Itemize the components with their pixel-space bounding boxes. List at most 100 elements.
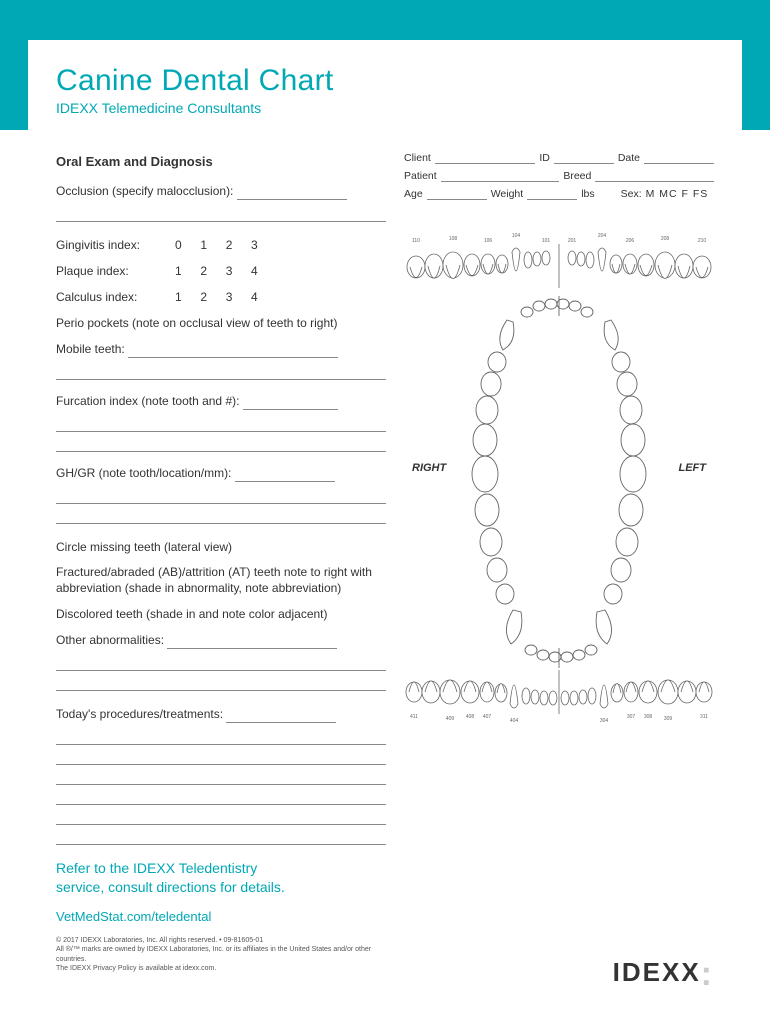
gingivitis-1[interactable]: 1 [193,236,215,254]
plaque-label: Plaque index: [56,262,164,280]
refer-block: Refer to the IDEXX Teledentistry service… [56,859,386,897]
refer-line1: Refer to the IDEXX Teledentistry [56,859,386,878]
svg-text:407: 407 [483,714,492,720]
svg-text:409: 409 [446,716,455,722]
plaque-4[interactable]: 4 [243,262,265,280]
calculus-row[interactable]: Calculus index: 1 2 3 4 [56,288,386,306]
exam-column: Oral Exam and Diagnosis Occlusion (speci… [56,152,386,973]
lbs-label: lbs [581,188,594,200]
page-title: Canine Dental Chart [56,64,714,98]
svg-text:411: 411 [410,714,418,720]
plaque-3[interactable]: 3 [218,262,240,280]
exam-heading: Oral Exam and Diagnosis [56,152,386,172]
copyright-block: © 2017 IDEXX Laboratories, Inc. All righ… [56,936,386,972]
proc-line2[interactable] [56,731,386,745]
patient-label: Patient [404,170,437,182]
calculus-label: Calculus index: [56,288,164,306]
age-label: Age [404,188,423,200]
right-label: RIGHT [412,462,446,474]
procedures-field[interactable]: Today's procedures/treatments: [56,705,386,723]
svg-text:106: 106 [484,238,493,244]
id-label: ID [539,152,550,164]
age-line[interactable]: Age Weight lbs Sex: M MC F FS [404,188,714,200]
svg-text:404: 404 [510,718,519,724]
procedures-label: Today's procedures/treatments: [56,707,223,721]
occlusal-arch [439,292,679,672]
ghgr-line2[interactable] [56,490,386,504]
calculus-1[interactable]: 1 [167,288,189,306]
svg-text:204: 204 [598,233,607,239]
calculus-4[interactable]: 4 [243,288,265,306]
other-label: Other abnormalities: [56,633,164,647]
other-field[interactable]: Other abnormalities: [56,631,386,649]
left-label: LEFT [679,462,707,474]
svg-text:408: 408 [466,714,475,720]
gingivitis-3[interactable]: 3 [243,236,265,254]
svg-text:108: 108 [449,236,458,242]
svg-text:311: 311 [700,714,708,720]
gingivitis-row[interactable]: Gingivitis index: 0 1 2 3 [56,236,386,254]
furcation-label: Furcation index (note tooth and #): [56,394,239,408]
calculus-2[interactable]: 2 [193,288,215,306]
gingivitis-label: Gingivitis index: [56,236,164,254]
plaque-1[interactable]: 1 [167,262,189,280]
proc-line4[interactable] [56,771,386,785]
calculus-3[interactable]: 3 [218,288,240,306]
proc-line5[interactable] [56,791,386,805]
fractured-text: Fractured/abraded (AB)/attrition (AT) te… [56,564,386,598]
ghgr-field[interactable]: GH/GR (note tooth/location/mm): [56,464,386,482]
svg-text:104: 104 [512,233,521,239]
proc-line7[interactable] [56,831,386,845]
svg-text:101: 101 [542,238,551,244]
sex-label: Sex: [621,188,642,200]
svg-text:307: 307 [627,714,636,720]
furcation-line2[interactable] [56,418,386,432]
patient-column: Client ID Date Patient Breed Age Weight … [404,152,714,973]
plaque-2[interactable]: 2 [193,262,215,280]
sex-options[interactable]: M MC F FS [646,188,709,200]
mobile-line2[interactable] [56,366,386,380]
occlusion-field[interactable]: Occlusion (specify malocclusion): [56,182,386,200]
date-label: Date [618,152,640,164]
svg-text:308: 308 [644,714,653,720]
copyright-2: All ®/™ marks are owned by IDEXX Laborat… [56,945,386,963]
svg-text:208: 208 [661,236,670,242]
ghgr-label: GH/GR (note tooth/location/mm): [56,466,231,480]
proc-line3[interactable] [56,751,386,765]
copyright-3: The IDEXX Privacy Policy is available at… [56,964,386,973]
patient-line[interactable]: Patient Breed [404,170,714,182]
mobile-field[interactable]: Mobile teeth: [56,340,386,358]
plaque-row[interactable]: Plaque index: 1 2 3 4 [56,262,386,280]
breed-label: Breed [563,170,591,182]
refer-line2: service, consult directions for details. [56,878,386,897]
mobile-label: Mobile teeth: [56,342,125,356]
discolored-text: Discolored teeth (shade in and note colo… [56,605,386,623]
other-line2[interactable] [56,657,386,671]
gingivitis-2[interactable]: 2 [218,236,240,254]
gingivitis-0[interactable]: 0 [167,236,189,254]
lower-lateral-teeth: 411 409 407 404 304 307 309 311 408 308 [404,664,714,734]
upper-lateral-teeth: 110108106 104101 201204206 208210 [404,222,714,292]
perio-text: Perio pockets (note on occlusal view of … [56,314,386,332]
circle-missing-text: Circle missing teeth (lateral view) [56,538,386,556]
logo-text: IDEXX [613,957,701,987]
copyright-1: © 2017 IDEXX Laboratories, Inc. All righ… [56,936,386,945]
document-page: Canine Dental Chart IDEXX Telemedicine C… [28,40,742,1000]
client-label: Client [404,152,431,164]
occlusion-line2[interactable] [56,208,386,222]
idexx-logo: IDEXX: [613,957,714,988]
ghgr-line3[interactable] [56,510,386,524]
svg-text:210: 210 [698,238,707,244]
svg-text:110: 110 [412,238,420,244]
svg-text:201: 201 [568,238,577,244]
furcation-field[interactable]: Furcation index (note tooth and #): [56,392,386,410]
svg-text:309: 309 [664,716,673,722]
client-line[interactable]: Client ID Date [404,152,714,164]
page-subtitle: IDEXX Telemedicine Consultants [56,100,714,116]
furcation-line3[interactable] [56,438,386,452]
other-line3[interactable] [56,677,386,691]
url-text: VetMedStat.com/teledental [56,907,386,927]
dental-diagram: 110108106 104101 201204206 208210 [404,222,714,734]
proc-line6[interactable] [56,811,386,825]
svg-text:304: 304 [600,718,609,724]
